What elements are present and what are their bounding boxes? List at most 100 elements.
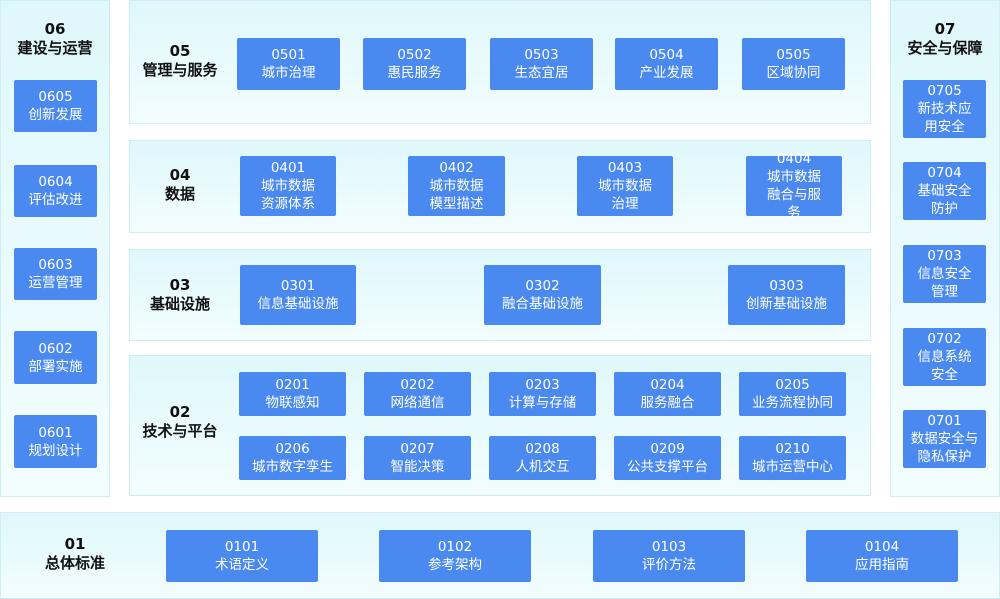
standard-name: 惠民服务 (387, 65, 442, 81)
standard-name: 生态宜居 (514, 65, 569, 81)
standard-box-0402[interactable]: 0402 城市数据 模型描述 (408, 156, 505, 216)
standard-code: 0502 (397, 47, 432, 63)
standard-box-0209[interactable]: 0209 公共支撑平台 (614, 436, 721, 480)
standard-box-0601[interactable]: 0601 规划设计 (14, 415, 97, 468)
standard-box-0705[interactable]: 0705 新技术应 用安全 (903, 80, 986, 138)
standard-name: 智能决策 (390, 459, 445, 475)
standard-name: 术语定义 (215, 557, 269, 573)
standard-code: 0202 (400, 377, 435, 393)
layer-label-03: 03 基础设施 (129, 276, 231, 314)
layer-title: 建设与运营 (17, 39, 93, 57)
standard-box-0605[interactable]: 0605 创新发展 (14, 80, 97, 132)
standard-code: 0205 (775, 377, 810, 393)
standard-code: 0104 (864, 539, 900, 555)
standard-box-0403[interactable]: 0403 城市数据 治理 (577, 156, 673, 216)
standard-box-0205[interactable]: 0205 业务流程协同 (739, 372, 846, 416)
standard-box-0101[interactable]: 0101 术语定义 (166, 530, 318, 582)
standard-code: 0101 (224, 539, 260, 555)
standard-code: 0402 (439, 160, 474, 176)
standard-name: 城市治理 (261, 65, 316, 81)
standard-code: 0208 (525, 441, 560, 457)
standard-box-0704[interactable]: 0704 基础安全 防护 (903, 162, 986, 220)
standard-box-0603[interactable]: 0603 运营管理 (14, 248, 97, 300)
standard-box-0103[interactable]: 0103 评价方法 (593, 530, 745, 582)
standard-box-0210[interactable]: 0210 城市运营中心 (739, 436, 846, 480)
standard-box-0303[interactable]: 0303 创新基础设施 (728, 265, 845, 325)
standard-name: 城市数据 资源体系 (261, 178, 315, 212)
standard-box-0401[interactable]: 0401 城市数据 资源体系 (240, 156, 336, 216)
standard-code: 0601 (38, 424, 73, 441)
layer-code: 02 (169, 403, 191, 421)
standard-code: 0401 (270, 160, 306, 176)
standard-code: 0705 (927, 83, 962, 99)
standard-code: 0504 (649, 47, 684, 63)
standard-name: 信息系统 安全 (917, 349, 972, 383)
standard-name: 创新基础设施 (746, 296, 827, 312)
standard-code: 0605 (38, 89, 73, 105)
layer-label-02: 02 技术与平台 (129, 403, 231, 441)
standard-box-0604[interactable]: 0604 评估改进 (14, 165, 97, 217)
standard-name: 城市数据 模型描述 (429, 178, 484, 212)
standard-code: 0403 (607, 160, 643, 176)
standard-name: 城市数据 治理 (598, 178, 652, 212)
standard-name: 创新发展 (28, 107, 83, 123)
standard-name: 评估改进 (28, 192, 83, 208)
standard-name: 信息安全 管理 (917, 266, 972, 300)
standard-box-0504[interactable]: 0504 产业发展 (615, 38, 718, 90)
standard-name: 计算与存储 (508, 395, 577, 411)
standard-box-0208[interactable]: 0208 人机交互 (489, 436, 596, 480)
standard-box-0201[interactable]: 0201 物联感知 (239, 372, 346, 416)
standard-code: 0404 (776, 151, 812, 167)
layer-title: 管理与服务 (142, 61, 218, 79)
standard-name: 业务流程协同 (752, 395, 833, 411)
standard-box-0302[interactable]: 0302 融合基础设施 (484, 265, 601, 325)
standard-name: 应用指南 (855, 557, 909, 573)
standard-box-0502[interactable]: 0502 惠民服务 (363, 38, 466, 90)
standard-box-0203[interactable]: 0203 计算与存储 (489, 372, 596, 416)
layer-label-06: 06 建设与运营 (0, 20, 110, 58)
standard-box-0701[interactable]: 0701 数据安全与 隐私保护 (903, 410, 986, 468)
standard-box-0301[interactable]: 0301 信息基础设施 (240, 265, 356, 325)
standard-name: 网络通信 (390, 395, 445, 411)
standard-name: 参考架构 (428, 557, 482, 573)
standard-code: 0701 (927, 413, 962, 429)
standard-box-0501[interactable]: 0501 城市治理 (237, 38, 340, 90)
standard-code: 0703 (927, 248, 962, 264)
standard-box-0602[interactable]: 0602 部署实施 (14, 331, 97, 384)
layer-code: 04 (169, 166, 191, 184)
standard-box-0505[interactable]: 0505 区域协同 (742, 38, 845, 90)
standard-box-0703[interactable]: 0703 信息安全 管理 (903, 245, 986, 303)
standard-box-0702[interactable]: 0702 信息系统 安全 (903, 328, 986, 386)
layer-title: 安全与保障 (907, 39, 983, 57)
standard-name: 公共支撑平台 (627, 459, 708, 475)
standard-name: 人机交互 (515, 459, 570, 475)
layer-code: 01 (64, 535, 86, 553)
layer-label-07: 07 安全与保障 (890, 20, 1000, 58)
standard-name: 融合基础设施 (502, 296, 583, 312)
standard-code: 0702 (927, 331, 962, 347)
standard-name: 部署实施 (28, 358, 83, 375)
standard-name: 评价方法 (642, 557, 696, 573)
standard-code: 0201 (275, 377, 310, 393)
standard-box-0102[interactable]: 0102 参考架构 (379, 530, 531, 582)
standard-name: 规划设计 (28, 442, 83, 459)
standard-name: 新技术应 用安全 (917, 101, 972, 135)
standard-box-0206[interactable]: 0206 城市数字孪生 (239, 436, 346, 480)
standard-box-0104[interactable]: 0104 应用指南 (806, 530, 958, 582)
standard-name: 运营管理 (28, 275, 83, 291)
standard-name: 服务融合 (640, 395, 695, 411)
standard-name: 城市数字孪生 (252, 459, 333, 475)
standard-box-0202[interactable]: 0202 网络通信 (364, 372, 471, 416)
standard-code: 0303 (769, 278, 804, 294)
layer-title: 技术与平台 (142, 422, 218, 440)
standard-code: 0602 (38, 340, 73, 357)
standard-code: 0207 (400, 441, 435, 457)
standard-box-0207[interactable]: 0207 智能决策 (364, 436, 471, 480)
standard-box-0404[interactable]: 0404 城市数据 融合与服务 (746, 151, 842, 221)
standard-name: 城市运营中心 (752, 459, 833, 475)
standard-code: 0505 (776, 47, 811, 63)
layer-code: 06 (44, 20, 66, 38)
standard-box-0503[interactable]: 0503 生态宜居 (490, 38, 593, 90)
layer-title: 数据 (164, 185, 195, 203)
standard-box-0204[interactable]: 0204 服务融合 (614, 372, 721, 416)
